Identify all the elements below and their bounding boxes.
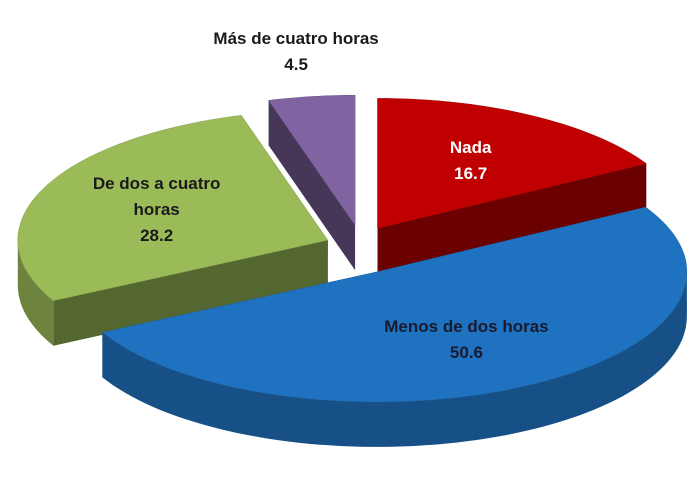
slice-top — [17, 115, 329, 301]
label-value: 28.2 — [140, 225, 174, 245]
slice-top — [377, 98, 647, 229]
label-value: 50.6 — [449, 343, 483, 363]
slice — [17, 115, 329, 346]
label-value: 16.7 — [454, 163, 488, 183]
slice-outer-wall — [102, 271, 687, 447]
label-category: Menos de dos horas — [384, 317, 549, 337]
data-label: De dos a cuatro horas 28.2 — [72, 171, 242, 249]
slice — [101, 206, 688, 447]
label-value: 4.5 — [284, 54, 308, 74]
label-category: Más de cuatro horas — [213, 28, 379, 48]
slice — [377, 98, 647, 274]
slice-top — [101, 206, 688, 403]
slice-outer-wall — [17, 240, 54, 346]
slice — [268, 94, 356, 271]
slice-top — [268, 94, 356, 226]
slice-side-wall — [268, 100, 356, 271]
label-category: Nada — [449, 137, 492, 157]
slice-side-wall — [377, 163, 647, 274]
label-category: De dos a cuatro horas — [92, 173, 221, 219]
data-label: Más de cuatro horas 4.5 — [211, 26, 381, 78]
slice-side-wall — [53, 240, 328, 346]
data-label: Menos de dos horas 50.6 — [381, 314, 551, 366]
data-label: Nada 16.7 — [386, 135, 556, 187]
